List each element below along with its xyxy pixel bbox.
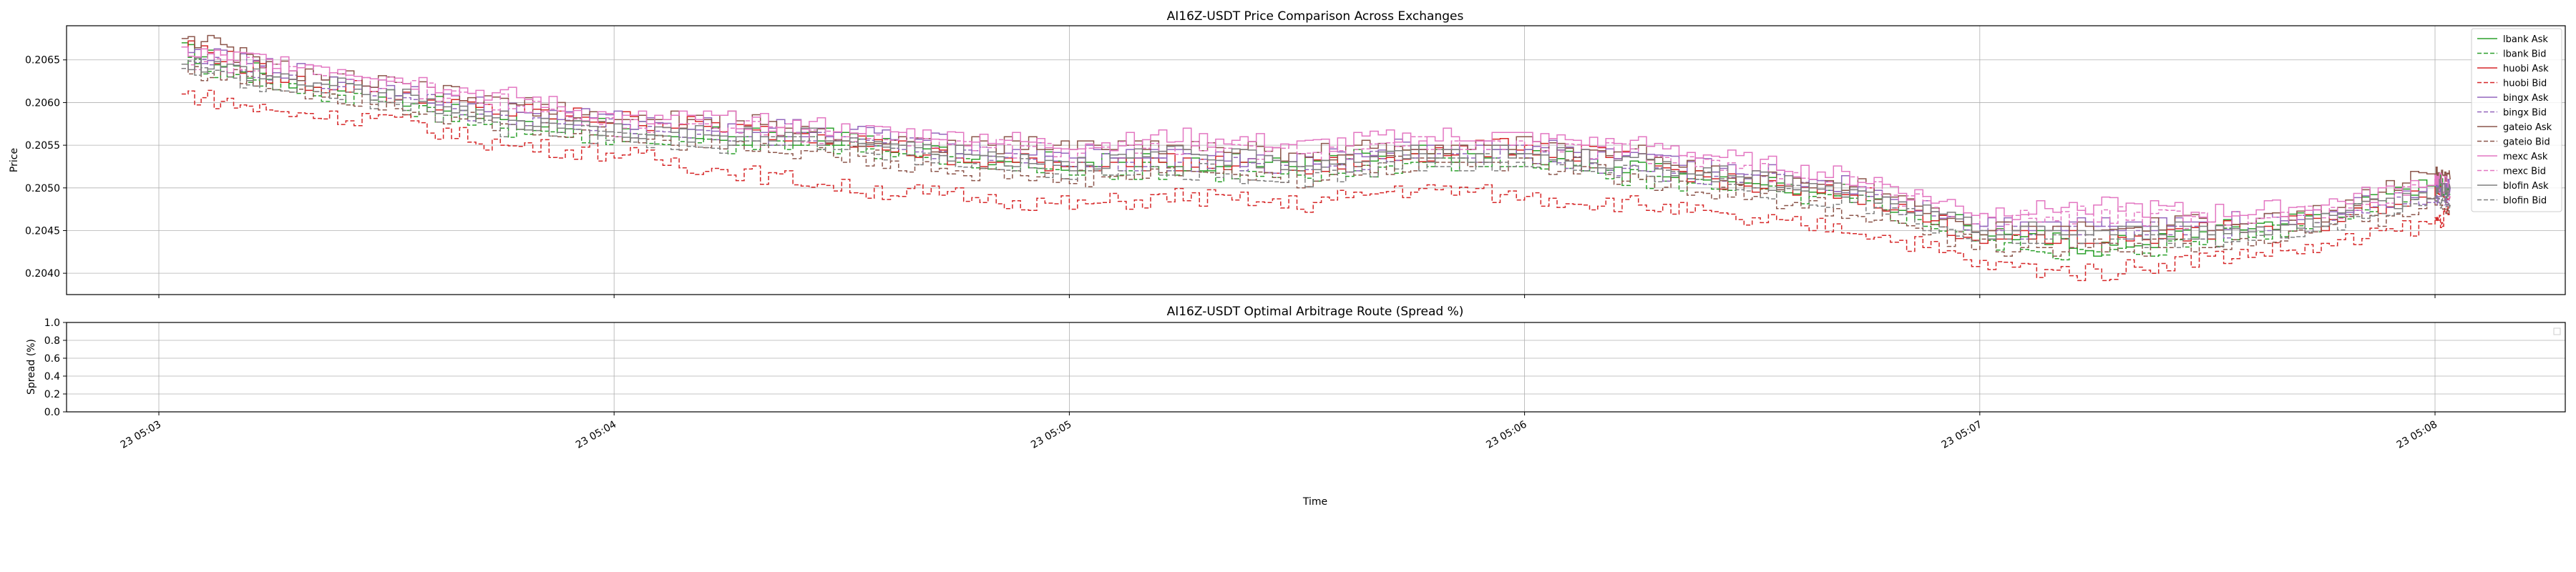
legend-label: huobi Ask bbox=[2503, 64, 2549, 74]
legend-label: bingx Ask bbox=[2503, 93, 2549, 104]
spread-empty-legend bbox=[2553, 327, 2561, 335]
legend-label: huobi Bid bbox=[2503, 79, 2547, 89]
price-legend: lbank Ask lbank Bid huobi Ask huobi Bid bing… bbox=[2471, 28, 2562, 212]
spread-y-tick-label: 0.6 bbox=[44, 353, 60, 365]
price-grid bbox=[67, 26, 2565, 295]
spread-y-ticks: 0.0 0.2 0.4 0.6 0.8 1.0 bbox=[44, 317, 67, 418]
price-y-ticks: 0.2040 0.2045 0.2050 0.2055 0.2060 0.2065 bbox=[25, 55, 67, 280]
legend-label: lbank Ask bbox=[2503, 34, 2548, 45]
series-line-gateio-bid bbox=[181, 66, 2451, 257]
price-y-axis-label: Price bbox=[9, 148, 20, 172]
price-chart-title: AI16Z-USDT Price Comparison Across Excha… bbox=[1167, 9, 1464, 24]
legend-label: gateio Ask bbox=[2503, 122, 2552, 133]
price-x-ticks bbox=[158, 295, 2436, 298]
legend-label: blofin Bid bbox=[2503, 196, 2547, 207]
series-line-mexc-ask bbox=[181, 46, 2451, 223]
price-comparison-panel: AI16Z-USDT Price Comparison Across Excha… bbox=[9, 9, 2566, 298]
price-y-tick-label: 0.2040 bbox=[25, 268, 60, 280]
legend-label: bingx Bid bbox=[2503, 108, 2547, 119]
series-line-lbank-bid bbox=[181, 56, 2451, 261]
legend-label: mexc Bid bbox=[2503, 167, 2546, 177]
price-y-tick-label: 0.2050 bbox=[25, 183, 60, 194]
spread-y-tick-label: 0.8 bbox=[44, 335, 60, 347]
price-axes-frame bbox=[66, 25, 2566, 295]
legend-label: mexc Ask bbox=[2503, 152, 2548, 162]
price-series-lines bbox=[181, 34, 2451, 282]
price-y-tick-label: 0.2065 bbox=[25, 55, 60, 66]
legend-box bbox=[2471, 28, 2562, 212]
price-y-tick-label: 0.2045 bbox=[25, 225, 60, 237]
spread-y-tick-label: 1.0 bbox=[44, 317, 60, 329]
spread-y-tick-label: 0.4 bbox=[44, 371, 60, 383]
x-axis-label: Time bbox=[1302, 496, 1327, 508]
series-line-blofin-ask bbox=[181, 57, 2451, 240]
spread-chart-title: AI16Z-USDT Optimal Arbitrage Route (Spre… bbox=[1167, 305, 1464, 319]
spread-y-tick-label: 0.0 bbox=[44, 407, 60, 418]
legend-label: lbank Bid bbox=[2503, 49, 2547, 60]
spread-y-axis-label: Spread (%) bbox=[26, 339, 37, 395]
spread-y-tick-label: 0.2 bbox=[44, 389, 60, 400]
spread-axes-frame bbox=[66, 322, 2566, 413]
series-line-blofin-bid bbox=[181, 60, 2451, 249]
legend-label: blofin Ask bbox=[2503, 181, 2549, 192]
price-y-tick-label: 0.2055 bbox=[25, 140, 60, 152]
legend-label: gateio Bid bbox=[2503, 137, 2550, 148]
price-y-tick-label: 0.2060 bbox=[25, 97, 60, 109]
series-line-huobi-bid bbox=[181, 89, 2451, 282]
